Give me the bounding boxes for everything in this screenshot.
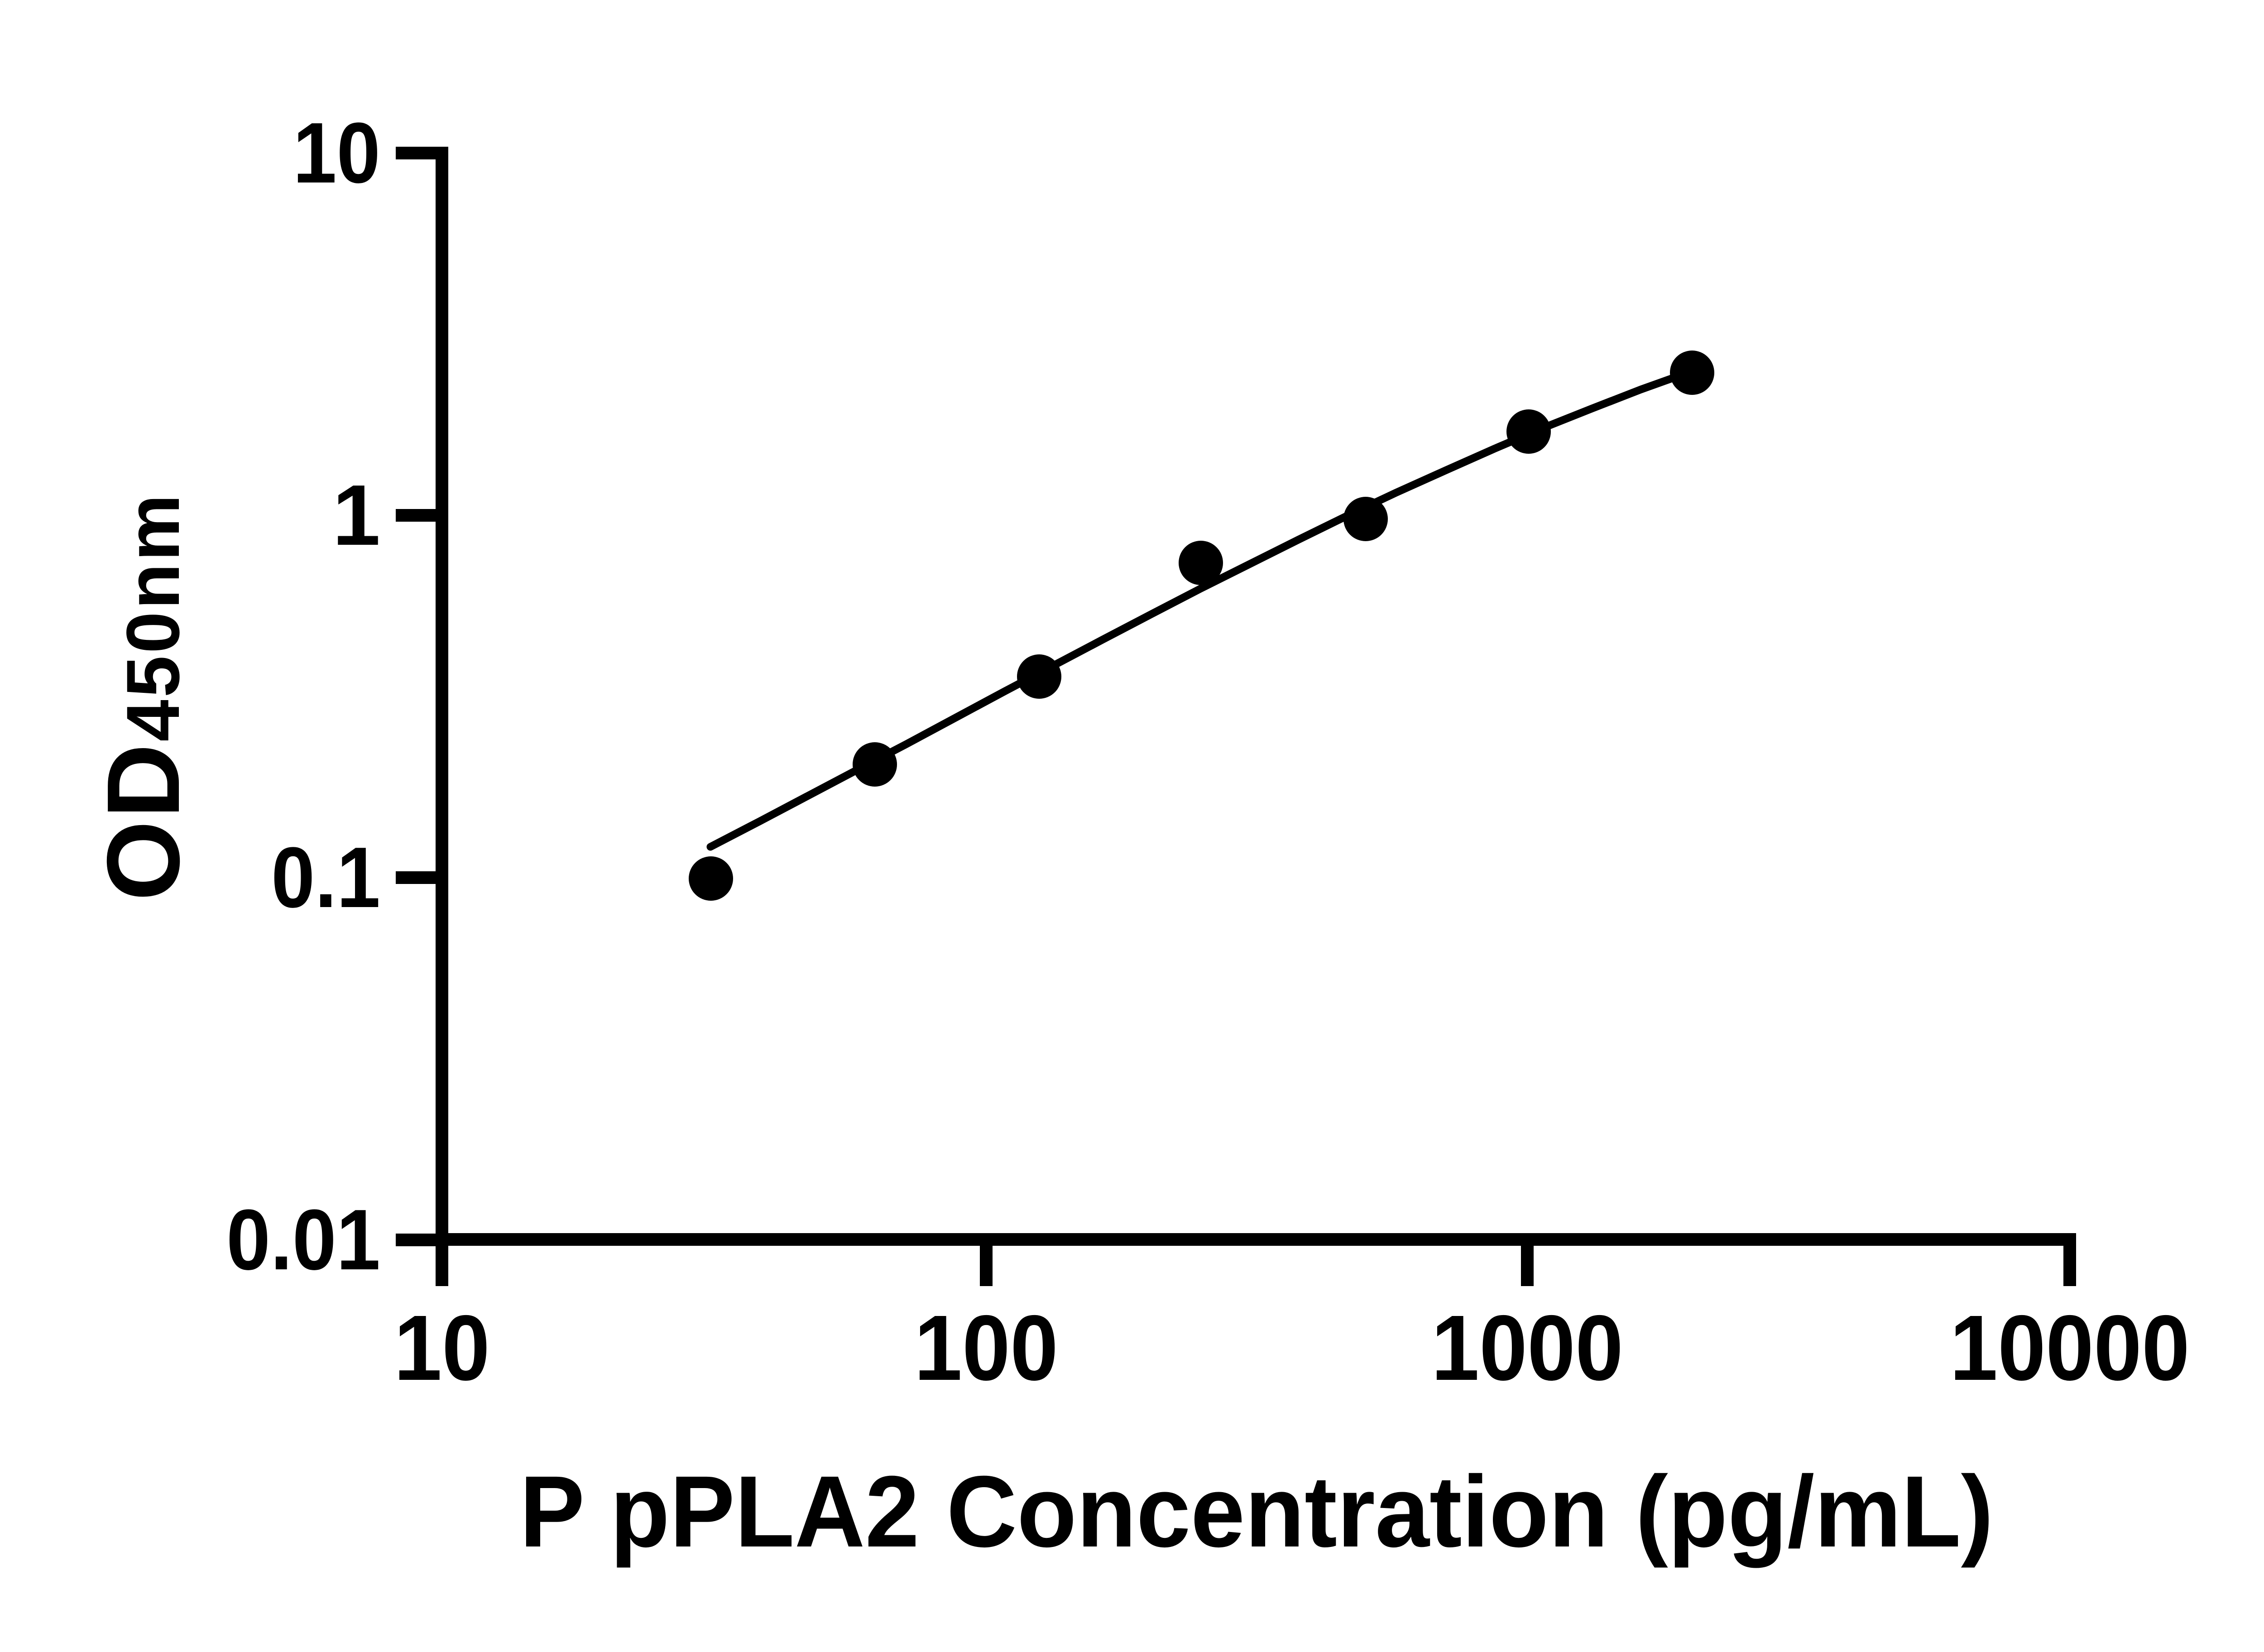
svg-text:100: 100: [914, 1296, 1058, 1400]
svg-text:0.01: 0.01: [226, 1192, 380, 1288]
svg-text:10000: 10000: [1950, 1296, 2190, 1400]
svg-text:0.1: 0.1: [271, 830, 380, 926]
svg-text:1000: 1000: [1431, 1296, 1623, 1400]
svg-text:P pPLA2 Concentration (pg/mL): P pPLA2 Concentration (pg/mL): [520, 1455, 1994, 1568]
svg-text:1: 1: [332, 467, 380, 563]
svg-text:OD450nm: OD450nm: [86, 492, 201, 901]
svg-text:10: 10: [394, 1296, 490, 1400]
svg-text:10: 10: [293, 105, 380, 201]
